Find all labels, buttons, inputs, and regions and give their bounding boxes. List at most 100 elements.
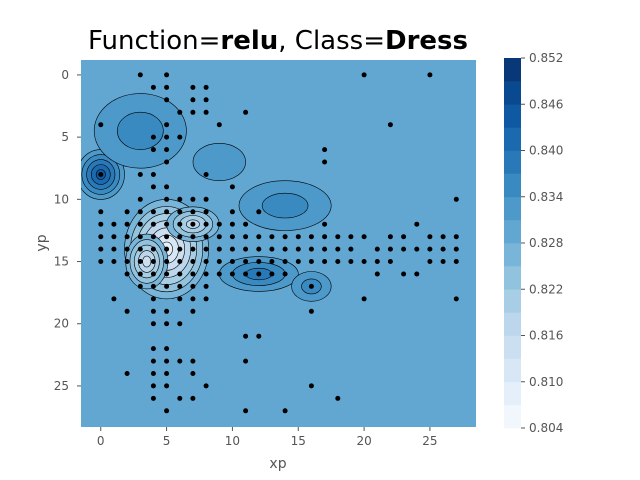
scatter-point-66 xyxy=(124,234,130,240)
scatter-point-176 xyxy=(190,308,196,314)
scatter-point-22 xyxy=(150,147,156,153)
scatter-point-155 xyxy=(282,271,288,277)
scatter-point-107 xyxy=(322,246,328,252)
scatter-point-30 xyxy=(203,172,209,177)
scatter-point-115 xyxy=(440,246,446,252)
scatter-point-164 xyxy=(203,283,209,289)
scatter-point-182 xyxy=(256,333,262,339)
scatter-point-140 xyxy=(427,259,433,264)
chart-title-function: relu xyxy=(220,26,278,56)
scatter-point-58 xyxy=(203,221,209,227)
scatter-point-74 xyxy=(229,234,235,240)
scatter-point-118 xyxy=(111,259,117,264)
colorbar-tick-label-0.810: 0.810 xyxy=(529,375,563,389)
scatter-point-104 xyxy=(282,246,288,252)
y-tick-label-15: 15 xyxy=(54,255,69,269)
y-tick-label-5: 5 xyxy=(61,130,69,144)
chart-title-separator: , Class= xyxy=(278,26,385,56)
scatter-point-81 xyxy=(322,234,328,240)
scatter-point-163 xyxy=(190,283,196,289)
scatter-point-29 xyxy=(150,172,156,177)
scatter-point-94 xyxy=(150,246,156,252)
scatter-point-12 xyxy=(190,109,196,115)
scatter-point-193 xyxy=(190,371,196,376)
scatter-point-137 xyxy=(361,259,367,264)
scatter-point-24 xyxy=(322,147,328,153)
scatter-point-135 xyxy=(335,259,341,264)
y-tick-label-0: 0 xyxy=(61,68,69,82)
scatter-point-166 xyxy=(111,296,117,302)
colorbar-band-7 xyxy=(504,243,521,267)
scatter-point-148 xyxy=(190,271,196,277)
scatter-point-32 xyxy=(164,184,170,190)
scatter-point-161 xyxy=(164,283,170,289)
scatter-point-198 xyxy=(150,395,156,401)
colorbar-band-11 xyxy=(504,150,521,174)
scatter-point-185 xyxy=(150,358,156,364)
scatter-point-84 xyxy=(361,234,367,240)
contour-band-5-1 xyxy=(192,143,246,182)
scatter-point-52 xyxy=(124,221,130,227)
scatter-point-72 xyxy=(203,234,209,240)
scatter-point-93 xyxy=(137,246,143,252)
scatter-point-60 xyxy=(229,221,235,227)
scatter-point-19 xyxy=(150,134,156,140)
x-tick-label-5: 5 xyxy=(163,434,171,448)
scatter-point-35 xyxy=(164,196,170,202)
plot-area xyxy=(81,60,476,427)
scatter-point-34 xyxy=(137,196,143,202)
scatter-point-202 xyxy=(164,408,170,414)
scatter-point-98 xyxy=(203,246,209,252)
scatter-point-119 xyxy=(124,259,130,264)
scatter-point-132 xyxy=(295,259,301,264)
scatter-point-42 xyxy=(137,209,143,215)
scatter-point-44 xyxy=(164,209,170,215)
scatter-point-159 xyxy=(137,283,143,289)
scatter-point-154 xyxy=(269,271,275,277)
scatter-point-191 xyxy=(150,371,156,376)
colorbar-band-3 xyxy=(504,335,521,359)
scatter-point-152 xyxy=(243,271,249,277)
scatter-point-124 xyxy=(190,259,196,264)
scatter-point-6 xyxy=(190,84,196,90)
scatter-point-146 xyxy=(164,271,170,277)
scatter-point-17 xyxy=(216,122,222,128)
colorbar-tick-label-0.834: 0.834 xyxy=(529,190,563,204)
scatter-point-82 xyxy=(335,234,341,240)
scatter-point-101 xyxy=(243,246,249,252)
scatter-point-203 xyxy=(243,408,249,414)
colorbar-band-13 xyxy=(504,104,521,128)
scatter-point-110 xyxy=(374,246,380,252)
colorbar-band-14 xyxy=(504,81,521,105)
scatter-point-187 xyxy=(177,358,183,364)
scatter-point-196 xyxy=(203,383,209,389)
colorbar-band-12 xyxy=(504,127,521,151)
scatter-point-121 xyxy=(150,259,156,264)
scatter-point-156 xyxy=(374,271,380,277)
scatter-point-3 xyxy=(427,72,433,78)
scatter-point-181 xyxy=(243,333,249,339)
colorbar-band-1 xyxy=(504,381,521,406)
scatter-point-178 xyxy=(150,321,156,327)
scatter-point-167 xyxy=(150,296,156,302)
scatter-point-168 xyxy=(177,296,183,302)
scatter-point-100 xyxy=(229,246,235,252)
colorbar-tick-label-0.852: 0.852 xyxy=(529,51,563,65)
scatter-point-194 xyxy=(150,383,156,389)
scatter-point-125 xyxy=(203,259,209,264)
scatter-point-26 xyxy=(322,159,328,165)
scatter-point-78 xyxy=(282,234,288,240)
y-axis: 0 5 10 15 20 25 xyxy=(54,68,81,393)
scatter-point-122 xyxy=(164,259,170,264)
scatter-point-41 xyxy=(124,209,130,215)
scatter-point-171 xyxy=(361,296,367,302)
scatter-point-204 xyxy=(282,408,288,414)
scatter-point-130 xyxy=(269,259,275,264)
scatter-point-153 xyxy=(256,271,262,277)
scatter-point-157 xyxy=(401,271,407,277)
scatter-point-5 xyxy=(164,84,170,90)
contour-band-2-2 xyxy=(261,192,309,219)
scatter-point-10 xyxy=(203,97,209,103)
scatter-point-183 xyxy=(150,346,156,352)
scatter-point-160 xyxy=(150,283,156,289)
